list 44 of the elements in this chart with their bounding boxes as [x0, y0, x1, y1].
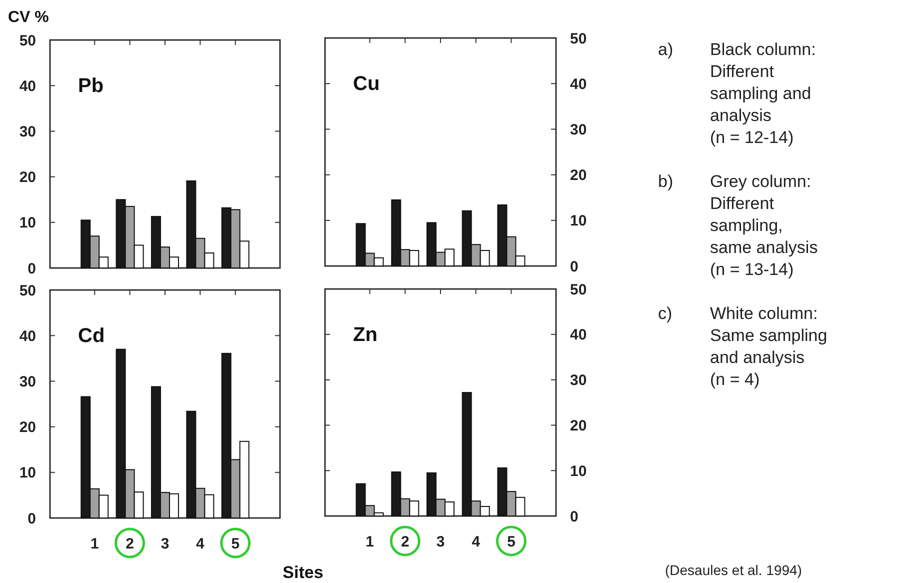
y2-tick-label: 20	[570, 167, 587, 184]
y2-tick-label: 10	[570, 212, 587, 230]
y2-tick-label: 50	[570, 30, 587, 48]
text: (Desaules et al. 1994)	[665, 562, 802, 578]
y-tick-label: 0	[28, 260, 36, 278]
y-tick-label: 20	[19, 419, 36, 436]
y2-tick-label: 30	[570, 121, 587, 138]
y-axis-title: CV %	[8, 9, 49, 26]
y2-tick-label: 0	[570, 508, 578, 526]
x-tick-label: 2	[400, 533, 410, 550]
y2-tick-label: 20	[570, 417, 587, 434]
text: c) White column: Same sampling and analysis (n = 4)	[658, 304, 828, 389]
x-tick-label: 3	[160, 535, 170, 552]
y2-tick-label: 0	[570, 258, 578, 276]
y-tick-label: 10	[19, 214, 36, 232]
text: b) Grey column: Different sampling, same analysis (n = 13-14)	[658, 172, 818, 279]
y-tick-label: 30	[19, 123, 36, 140]
y-tick-label: 30	[19, 373, 36, 390]
x-tick-label: 4	[196, 535, 206, 552]
text: Cu	[353, 73, 380, 95]
x-tick-label: 1	[90, 535, 99, 552]
x-tick-label: 3	[436, 533, 445, 550]
y-tick-label: 40	[19, 328, 36, 345]
text: a) Black column: Different sampling and analysis (n = 12-14)	[658, 40, 816, 147]
y-tick-label: 0	[28, 510, 36, 528]
y2-tick-label: 10	[570, 462, 587, 480]
x-tick-label: 5	[231, 535, 240, 552]
x-axis-title: Sites	[282, 563, 324, 582]
x-tick-label: 5	[507, 533, 516, 550]
y2-tick-label: 50	[570, 281, 587, 298]
text: Zn	[353, 324, 378, 346]
x-tick-label: 2	[126, 535, 134, 552]
y-tick-label: 20	[19, 169, 36, 186]
text: Pb	[78, 75, 104, 97]
x-tick-label: 1	[366, 533, 374, 550]
y-tick-label: 10	[19, 464, 36, 482]
x-tick-label: 4	[472, 533, 481, 550]
y-tick-label: 50	[19, 32, 36, 50]
y2-tick-label: 40	[570, 76, 587, 93]
y2-tick-label: 30	[570, 372, 587, 390]
y-tick-label: 50	[19, 282, 36, 300]
y2-tick-label: 40	[570, 326, 587, 344]
text: Cd	[78, 325, 105, 347]
y-tick-label: 40	[19, 78, 36, 95]
